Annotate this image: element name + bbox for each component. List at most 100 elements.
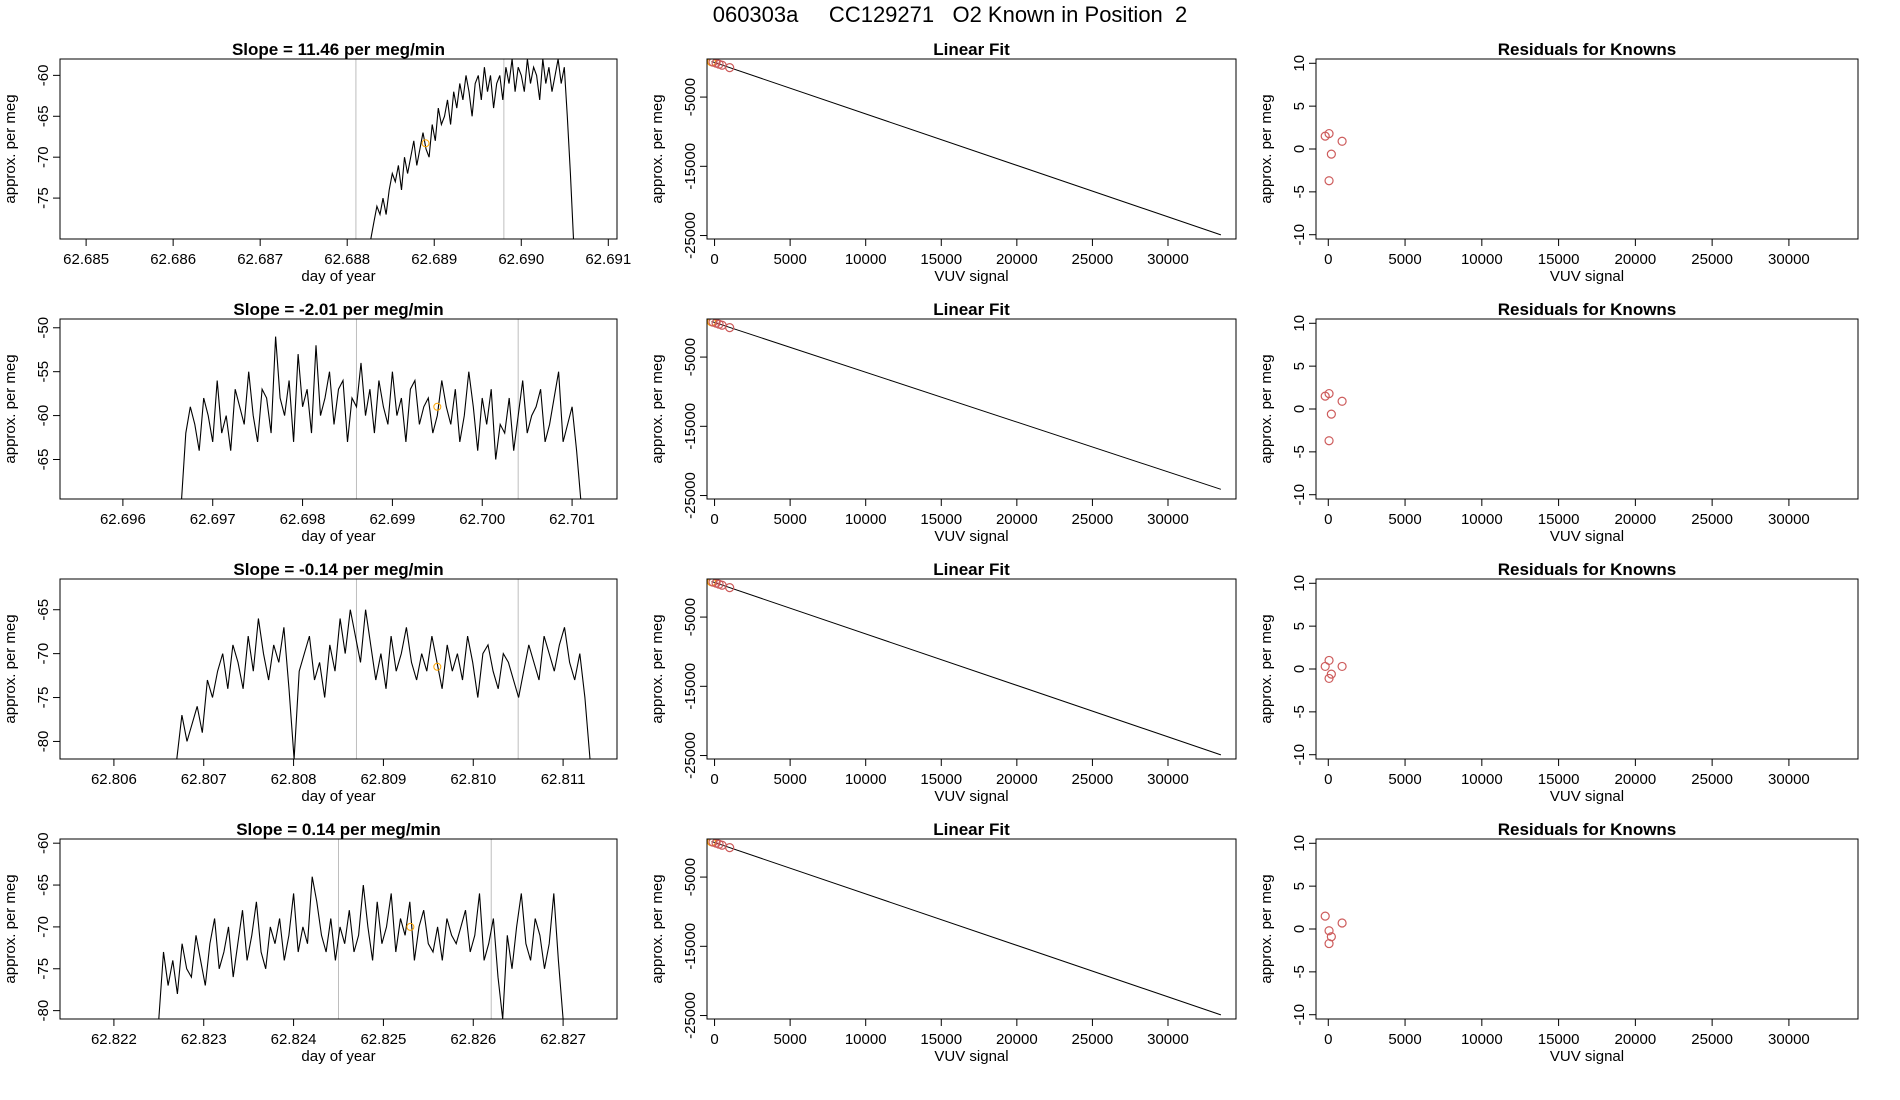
y-tick-label: -25000 [682,992,699,1039]
plot-frame [1315,58,1859,240]
plot-frame [706,58,1237,240]
y-axis-label: approx. per meg [1258,614,1275,723]
x-tick-label: 0 [710,511,718,528]
y-axis-label: approx. per meg [2,614,19,723]
data-point [1326,409,1336,419]
x-tick-label: 10000 [1461,1031,1503,1048]
plot-area [707,579,1222,756]
y-tick-label: -65 [35,874,52,896]
x-axis-label: day of year [301,268,375,285]
y-axis-label: approx. per meg [649,354,666,463]
x-tick-label: 10000 [1461,251,1503,268]
data-point [1320,661,1330,672]
x-tick-label: 25000 [1072,1031,1114,1048]
data-point [1337,661,1347,672]
y-tick-label: -5 [1291,185,1308,198]
data-point [1324,926,1334,936]
x-tick-label: 62.811 [541,771,586,788]
plot-area [1320,128,1347,186]
x-tick-label: 62.690 [498,251,544,268]
x-tick-label: 62.698 [280,511,326,528]
panel-res4: 0 5000 10000 15000 20000 25000 30000 -10 -5 0 5 10 R… [1258,820,1859,1065]
y-axis-label: approx. per meg [1258,94,1275,203]
panel-ts2: 62.696 62.697 62.698 62.699 62.700 62.701 -65 -… [2,300,618,545]
fit-line [711,60,1222,236]
known-marker [433,662,442,671]
y-tick-label: -60 [35,405,52,427]
data-point [1324,436,1334,446]
fit-line [711,320,1222,490]
x-tick-label: 10000 [845,771,887,788]
series-line [158,876,564,1019]
data-point [1337,136,1347,146]
y-tick-label: 0 [1291,665,1308,673]
y-tick-label: -10 [1291,1004,1308,1026]
panel-res2: 0 5000 10000 15000 20000 25000 30000 -10 -5 0 5 10 R… [1258,300,1859,545]
x-tick-label: 20000 [996,251,1038,268]
x-tick-label: 25000 [1691,251,1733,268]
x-tick-label: 20000 [1615,771,1657,788]
x-tick-label: 62.810 [450,771,496,788]
panel-res1: 0 5000 10000 15000 20000 25000 30000 -10 -5 0 5 10 R… [1258,40,1859,285]
known-marker [421,139,430,148]
x-tick-label: 30000 [1768,511,1810,528]
x-tick-label: 5000 [773,251,806,268]
x-tick-label: 5000 [773,771,806,788]
panel-fit1: 0 5000 10000 15000 20000 25000 30000 -25000 -150… [649,40,1237,285]
plot-area [707,59,1222,236]
panel-fit3: 0 5000 10000 15000 20000 25000 30000 -25000 -150… [649,560,1237,805]
panel-fit4: 0 5000 10000 15000 20000 25000 30000 -25000 -150… [649,820,1237,1065]
plot-frame [59,838,618,1020]
x-axis-label: VUV signal [934,528,1008,545]
x-tick-label: 5000 [1388,1031,1421,1048]
plot-area [355,59,575,239]
x-tick-label: 30000 [1147,251,1189,268]
panel-title: Linear Fit [933,560,1010,579]
data-point [1326,669,1336,679]
page-title: 060303a CC129271 O2 Known in Position 2 [712,2,1188,27]
data-point [1324,388,1334,399]
x-tick-label: 62.689 [411,251,457,268]
x-tick-label: 25000 [1691,511,1733,528]
y-tick-label: -5 [1291,705,1308,718]
panel-title: Residuals for Knowns [1498,560,1677,579]
x-axis-label: VUV signal [1550,788,1624,805]
y-tick-label: -70 [35,146,52,168]
y-tick-label: -75 [35,958,52,980]
data-point [1337,918,1347,928]
panel-title: Linear Fit [933,820,1010,839]
data-point [725,583,735,593]
panel-res3: 0 5000 10000 15000 20000 25000 30000 -10 -5 0 5 10 R… [1258,560,1859,805]
y-tick-label: -70 [35,643,52,665]
data-point [1324,128,1334,139]
x-tick-label: 0 [1324,251,1332,268]
panel-ts3: 62.806 62.807 62.808 62.809 62.810 62.811 -80 -… [2,560,618,805]
x-tick-label: 62.809 [360,771,406,788]
y-tick-label: -5 [1291,965,1308,978]
x-tick-label: 5000 [1388,511,1421,528]
known-marker [433,402,442,411]
plot-area [1320,655,1347,684]
panel-title: Residuals for Knowns [1498,40,1677,59]
y-tick-label: -80 [35,731,52,753]
x-tick-label: 0 [1324,771,1332,788]
panel-title: Slope = -0.14 per meg/min [233,560,443,579]
x-tick-label: 25000 [1072,511,1114,528]
y-tick-label: -5 [1291,445,1308,458]
x-tick-label: 5000 [1388,251,1421,268]
x-tick-label: 62.696 [100,511,146,528]
y-tick-label: -60 [35,832,52,854]
x-tick-label: 25000 [1072,771,1114,788]
panel-title: Linear Fit [933,300,1010,319]
x-tick-label: 62.697 [190,511,236,528]
x-tick-label: 62.700 [459,511,505,528]
y-tick-label: -15000 [682,923,699,970]
plot-frame [1315,838,1859,1020]
y-tick-label: -70 [35,916,52,938]
x-axis-label: VUV signal [1550,528,1624,545]
panel-title: Residuals for Knowns [1498,300,1677,319]
y-tick-label: -15000 [682,663,699,710]
y-tick-label: -50 [35,317,52,339]
y-axis-label: approx. per meg [649,94,666,203]
x-tick-label: 62.827 [540,1031,586,1048]
